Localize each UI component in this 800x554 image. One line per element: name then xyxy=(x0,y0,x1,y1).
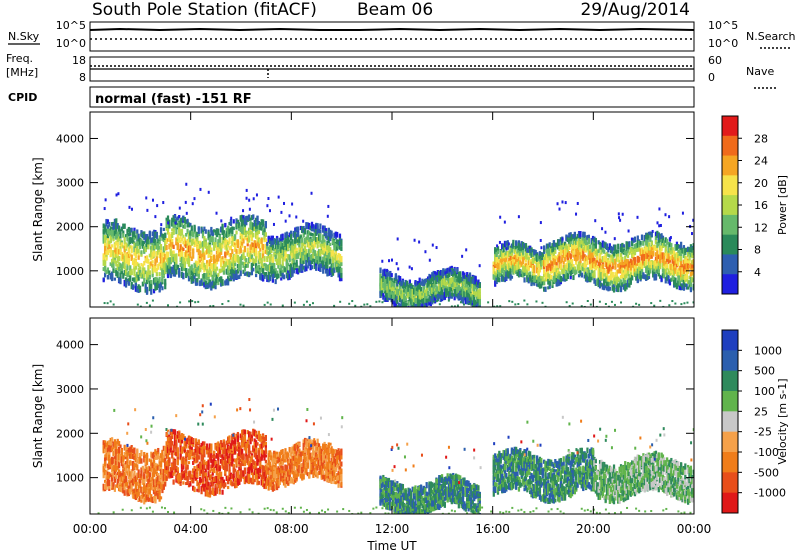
nsearch-label: N.Search xyxy=(746,30,796,43)
colorbar-swatch xyxy=(722,350,738,372)
time-axis: 00:00 04:00 08:00 12:00 16:00 20:00 00:00 xyxy=(73,522,712,536)
nsky-panel xyxy=(89,21,695,52)
colorbar-swatch xyxy=(722,411,738,433)
colorbar-swatch xyxy=(722,254,738,275)
colorbar-swatch xyxy=(722,135,738,157)
colorbar-tick-label: 1000 xyxy=(754,344,782,357)
freq-label-line1: Freq. xyxy=(6,52,33,65)
nsearch-tick-bottom: 10^0 xyxy=(708,37,738,50)
colorbar-tick-label: -100 xyxy=(754,446,779,459)
colorbar-swatch xyxy=(722,472,738,494)
y-axis-label: Slant Range [km] xyxy=(31,157,45,261)
nsky-label: N.Sky xyxy=(8,30,40,43)
colorbar-tick-label: 28 xyxy=(754,132,768,145)
y-tick-label: 1000 xyxy=(56,265,84,278)
y-axis-label: Slant Range [km] xyxy=(31,364,45,468)
colorbar-tick-label: 20 xyxy=(754,177,768,190)
colorbar-swatch xyxy=(722,155,738,176)
colorbar-swatch xyxy=(722,175,738,196)
colorbar-swatch xyxy=(722,492,738,514)
y-tick-label: 4000 xyxy=(56,339,84,352)
colorbar-swatch xyxy=(722,452,738,473)
colorbar-tick-label: 25 xyxy=(754,405,768,418)
beam-label: Beam 06 xyxy=(357,0,433,20)
nsky-trace xyxy=(89,27,695,32)
freq-label-line2: [MHz] xyxy=(6,66,38,79)
colorbar-label: Power [dB] xyxy=(776,175,789,235)
colorbar-tick-label: 4 xyxy=(754,266,761,279)
colorbar-swatch xyxy=(722,195,738,216)
x-tick-label: 12:00 xyxy=(375,522,410,536)
x-tick-label: 00:00 xyxy=(73,522,108,536)
cpid-panel xyxy=(89,86,695,108)
colorbar-swatch xyxy=(722,116,738,137)
y-tick-label: 3000 xyxy=(56,177,84,190)
x-tick-label: 08:00 xyxy=(274,522,309,536)
colorbar-tick-label: -500 xyxy=(754,466,779,479)
colorbar-swatch xyxy=(722,214,738,236)
cpid-text: normal (fast) -151 RF xyxy=(95,92,252,107)
colorbar-swatch xyxy=(722,391,738,412)
y-tick-label: 1000 xyxy=(56,472,84,485)
nsky-tick-top: 10^5 xyxy=(56,19,86,32)
x-tick-label: 00:00 xyxy=(677,522,712,536)
y-tick-label: 3000 xyxy=(56,383,84,396)
x-tick-label: 04:00 xyxy=(173,522,208,536)
power-heatmap: 1000 2000 3000 4000 Slant Range [km] xyxy=(31,111,695,308)
nsearch-tick-top: 10^5 xyxy=(708,19,738,32)
station-title: South Pole Station (fitACF) xyxy=(92,0,317,20)
colorbar-swatch xyxy=(722,330,738,351)
colorbar-swatch xyxy=(722,431,738,453)
y-tick-label: 2000 xyxy=(56,221,84,234)
colorbar-tick-label: 500 xyxy=(754,365,775,378)
freq-tick-top: 18 xyxy=(72,54,86,67)
colorbar-tick-label: 8 xyxy=(754,244,761,257)
colorbar-label: Velocity [m s-1] xyxy=(776,378,789,464)
x-axis-label: Time UT xyxy=(366,539,417,553)
colorbar-swatch xyxy=(722,274,738,295)
y-tick-label: 2000 xyxy=(56,427,84,440)
colorbar-tick-label: -1000 xyxy=(754,487,786,500)
colorbar-tick-label: 12 xyxy=(754,221,768,234)
x-tick-label: 16:00 xyxy=(475,522,510,536)
x-tick-label: 20:00 xyxy=(576,522,611,536)
colorbar-tick-label: 16 xyxy=(754,199,768,212)
cpid-label: CPID xyxy=(8,91,37,104)
colorbar-swatch xyxy=(722,234,738,255)
nave-tick-bottom: 0 xyxy=(708,71,715,84)
y-tick-label: 4000 xyxy=(56,132,84,145)
colorbar-swatch xyxy=(722,370,738,392)
date-label: 29/Aug/2014 xyxy=(580,0,690,20)
nave-label: Nave xyxy=(746,65,774,78)
colorbar-tick-label: 100 xyxy=(754,385,775,398)
colorbar-tick-label: 24 xyxy=(754,155,768,168)
nsky-tick-bottom: 10^0 xyxy=(56,37,86,50)
freq-tick-bottom: 8 xyxy=(79,71,86,84)
nave-tick-top: 60 xyxy=(708,54,722,67)
velocity-heatmap: 1000 2000 3000 4000 Slant Range [km] xyxy=(31,317,695,515)
colorbar-tick-label: -25 xyxy=(754,426,772,439)
power-colorbar: 4 8 12 16 20 24 28 Power [dB] xyxy=(721,115,789,295)
velocity-colorbar: 1000 500 100 25 -25 -100 -500 -1000 Velocity [m … xyxy=(721,329,789,514)
